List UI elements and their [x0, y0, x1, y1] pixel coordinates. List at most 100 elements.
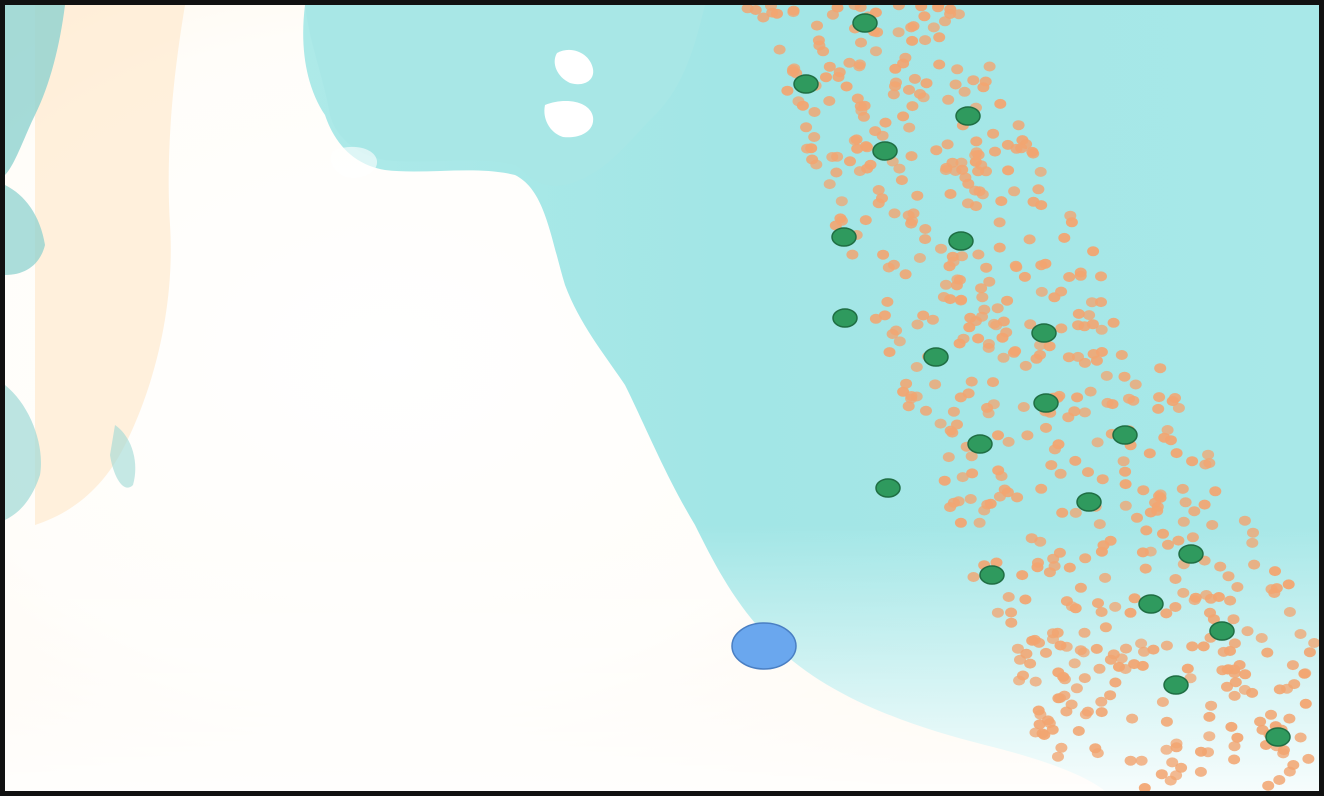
ship-marker[interactable]: [907, 21, 920, 32]
ship-marker[interactable]: [1282, 579, 1295, 590]
ship-marker[interactable]: [969, 185, 982, 196]
ship-marker[interactable]: [1095, 324, 1108, 335]
ship-marker[interactable]: [1256, 724, 1269, 735]
ship-marker[interactable]: [950, 280, 963, 291]
ship-marker[interactable]: [1135, 638, 1148, 649]
ship-marker[interactable]: [1095, 546, 1108, 557]
ship-marker[interactable]: [1138, 646, 1150, 657]
ship-marker[interactable]: [1283, 766, 1296, 777]
ship-marker[interactable]: [787, 7, 800, 18]
ship-marker[interactable]: [1154, 489, 1167, 500]
ship-marker[interactable]: [990, 557, 1003, 568]
ship-marker[interactable]: [1177, 516, 1190, 527]
ship-marker[interactable]: [1086, 297, 1098, 308]
ship-marker[interactable]: [889, 81, 901, 92]
ship-marker[interactable]: [1128, 593, 1141, 604]
ship-marker[interactable]: [1089, 743, 1102, 754]
ship-marker[interactable]: [1194, 766, 1207, 777]
ship-marker[interactable]: [1002, 592, 1015, 602]
ship-marker[interactable]: [1070, 683, 1083, 694]
ship-marker[interactable]: [920, 78, 933, 89]
ship-marker[interactable]: [935, 243, 947, 254]
ship-marker[interactable]: [1139, 563, 1152, 574]
ship-marker[interactable]: [846, 249, 859, 260]
ship-marker[interactable]: [808, 132, 821, 142]
ship-marker[interactable]: [823, 96, 836, 106]
ship-marker[interactable]: [832, 72, 845, 82]
ship-marker[interactable]: [991, 607, 1004, 618]
ship-marker[interactable]: [1288, 679, 1301, 690]
ship-marker[interactable]: [1083, 310, 1096, 321]
ship-marker[interactable]: [840, 81, 853, 92]
platform-marker[interactable]: [1138, 594, 1164, 614]
ship-marker[interactable]: [965, 451, 978, 462]
ship-marker[interactable]: [919, 234, 932, 245]
ship-marker[interactable]: [1186, 641, 1199, 652]
ship-marker[interactable]: [933, 32, 946, 43]
ship-marker[interactable]: [942, 94, 955, 105]
ship-marker[interactable]: [908, 73, 921, 84]
ship-marker[interactable]: [1227, 614, 1240, 625]
ship-marker[interactable]: [1025, 533, 1038, 544]
ship-marker[interactable]: [850, 134, 863, 145]
ship-marker[interactable]: [1090, 355, 1103, 366]
ship-marker[interactable]: [969, 156, 982, 167]
ship-marker[interactable]: [1072, 308, 1085, 319]
ship-marker[interactable]: [1172, 535, 1185, 546]
ship-marker[interactable]: [1055, 323, 1068, 334]
ship-marker[interactable]: [965, 376, 978, 387]
ship-marker[interactable]: [1124, 607, 1137, 618]
ship-marker[interactable]: [876, 193, 888, 204]
ship-marker[interactable]: [1068, 406, 1081, 417]
ship-marker[interactable]: [926, 314, 939, 325]
ship-marker[interactable]: [876, 130, 889, 141]
ship-marker[interactable]: [1179, 497, 1192, 508]
ship-marker[interactable]: [1020, 648, 1033, 659]
platform-marker[interactable]: [793, 74, 819, 94]
ship-marker[interactable]: [989, 146, 1001, 157]
ship-marker[interactable]: [1000, 327, 1013, 338]
ship-marker[interactable]: [1184, 673, 1197, 684]
platform-marker[interactable]: [875, 478, 901, 498]
ship-marker[interactable]: [1082, 467, 1094, 478]
ship-marker[interactable]: [1140, 525, 1153, 536]
ship-marker[interactable]: [1032, 184, 1045, 195]
ship-marker[interactable]: [1009, 260, 1022, 271]
ship-marker[interactable]: [881, 296, 894, 307]
ship-marker[interactable]: [899, 269, 912, 280]
ship-marker[interactable]: [855, 105, 868, 116]
ship-marker[interactable]: [1277, 745, 1290, 756]
ship-marker[interactable]: [1209, 486, 1222, 497]
ship-marker[interactable]: [1303, 647, 1316, 658]
ship-marker[interactable]: [906, 101, 919, 112]
ship-marker[interactable]: [1160, 640, 1173, 651]
ship-marker[interactable]: [831, 5, 844, 13]
ship-marker[interactable]: [1048, 444, 1061, 455]
ship-marker[interactable]: [1308, 638, 1319, 648]
ship-marker[interactable]: [1001, 295, 1014, 306]
ship-marker[interactable]: [1047, 628, 1059, 639]
ship-marker[interactable]: [955, 294, 968, 305]
ship-marker[interactable]: [1228, 754, 1241, 765]
ship-marker[interactable]: [1222, 571, 1235, 582]
ship-marker[interactable]: [1241, 626, 1254, 637]
ship-marker[interactable]: [1005, 607, 1018, 618]
ship-marker[interactable]: [969, 316, 982, 327]
ship-marker[interactable]: [1052, 751, 1064, 762]
ship-marker[interactable]: [1117, 456, 1130, 467]
ship-marker[interactable]: [749, 5, 762, 15]
ship-marker[interactable]: [853, 166, 866, 177]
ship-marker[interactable]: [1017, 402, 1030, 412]
ship-marker[interactable]: [1156, 697, 1169, 707]
ship-marker[interactable]: [820, 72, 832, 83]
ship-marker[interactable]: [967, 75, 980, 86]
ship-marker[interactable]: [855, 37, 867, 48]
ship-marker[interactable]: [1019, 594, 1032, 605]
ship-marker[interactable]: [1206, 520, 1219, 530]
ship-marker[interactable]: [1238, 515, 1251, 526]
ship-marker[interactable]: [796, 100, 809, 111]
ship-marker[interactable]: [958, 86, 971, 97]
ship-marker[interactable]: [942, 452, 955, 463]
ship-marker[interactable]: [1158, 432, 1171, 443]
ship-marker[interactable]: [860, 141, 872, 152]
